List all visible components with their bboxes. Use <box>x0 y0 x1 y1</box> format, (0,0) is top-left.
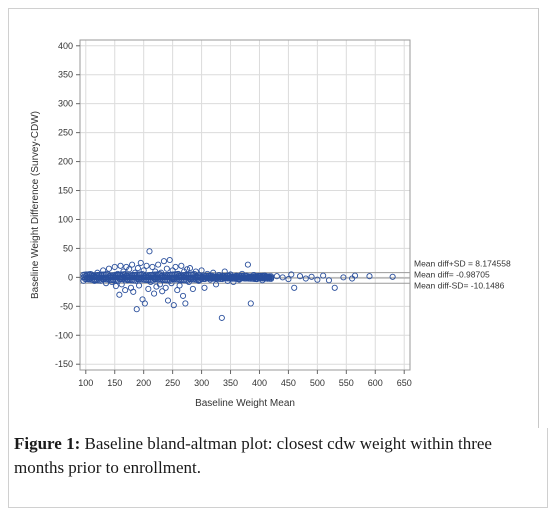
reference-line-label: Mean diff+SD = 8.174558 <box>414 259 511 269</box>
x-tick-label: 150 <box>107 378 122 388</box>
data-point <box>141 300 148 307</box>
data-point <box>182 300 189 307</box>
data-point <box>116 291 123 298</box>
data-point <box>172 263 179 270</box>
y-tick-label: 150 <box>58 186 73 196</box>
data-point <box>291 284 298 291</box>
data-point <box>112 283 119 290</box>
data-point <box>213 281 220 288</box>
data-point <box>134 265 141 272</box>
y-tick-label: 0 <box>68 272 73 282</box>
data-point <box>285 276 292 283</box>
y-tick-label: 350 <box>58 70 73 80</box>
data-point <box>105 265 112 272</box>
x-tick-label: 450 <box>281 378 296 388</box>
y-tick-label: 100 <box>58 214 73 224</box>
data-point <box>201 284 208 291</box>
data-point <box>160 258 167 265</box>
y-tick-label: 400 <box>58 41 73 51</box>
data-point <box>166 256 173 264</box>
data-point <box>279 274 286 281</box>
data-point <box>111 263 118 270</box>
grid-layer <box>80 40 410 370</box>
data-point <box>133 306 140 313</box>
data-point <box>389 273 396 280</box>
data-point <box>268 273 275 280</box>
data-point <box>130 288 137 295</box>
data-point <box>126 266 133 273</box>
data-point <box>117 262 124 269</box>
data-point <box>273 273 280 280</box>
data-point <box>146 248 153 255</box>
data-point <box>176 282 183 289</box>
x-tick-label: 650 <box>397 378 412 388</box>
data-point <box>122 287 129 294</box>
y-tick-label: 300 <box>58 99 73 109</box>
reference-line-label: Mean diff-SD= -10.1486 <box>414 281 505 291</box>
data-point <box>244 261 251 268</box>
data-point <box>159 288 166 295</box>
data-point <box>178 262 185 269</box>
page-edge-strip <box>538 8 551 428</box>
x-tick-label: 200 <box>136 378 151 388</box>
data-point <box>186 265 194 272</box>
x-tick-label: 300 <box>194 378 209 388</box>
data-point <box>189 285 196 292</box>
data-point <box>137 259 144 266</box>
data-point <box>180 292 187 299</box>
data-point <box>143 262 150 269</box>
plot-panel <box>21 23 531 429</box>
data-point <box>218 314 225 321</box>
data-point <box>103 280 110 287</box>
data-point <box>129 261 136 268</box>
bland-altman-chart: 100 150 200 250 300 350 400 450 500 550 600 6504003… <box>30 39 511 409</box>
x-tick-label: 250 <box>165 378 180 388</box>
x-tick-label: 100 <box>78 378 93 388</box>
data-point <box>351 272 359 279</box>
y-tick-label: -100 <box>55 330 73 340</box>
data-point <box>314 276 321 283</box>
data-point <box>163 265 170 272</box>
data-point <box>296 273 304 280</box>
data-point <box>325 277 332 284</box>
axis-layer: 100 150 200 250 300 350 400 450 500 550 600 6504003… <box>55 39 412 388</box>
data-point <box>174 287 181 294</box>
data-point <box>366 273 373 280</box>
x-axis-label: Baseline Weight Mean <box>195 398 295 409</box>
data-point <box>331 284 338 291</box>
data-points <box>80 248 396 321</box>
data-point <box>164 297 172 304</box>
plot-frame <box>79 39 411 371</box>
data-point <box>349 275 356 282</box>
y-tick-label: 50 <box>63 243 73 253</box>
data-point <box>151 290 158 297</box>
x-tick-label: 600 <box>368 378 383 388</box>
data-point <box>247 300 254 307</box>
data-point <box>320 272 327 279</box>
y-tick-label: 200 <box>58 157 73 167</box>
data-point <box>302 275 309 282</box>
y-tick-label: 250 <box>58 128 73 138</box>
data-point <box>145 285 152 292</box>
figure-frame <box>8 8 548 508</box>
reference-line-label: Mean diff= -0.98705 <box>414 270 490 280</box>
caption-label: Figure 1: <box>14 434 81 453</box>
x-tick-label: 400 <box>252 378 267 388</box>
data-point <box>308 273 315 280</box>
data-point <box>288 271 295 278</box>
y-tick-label: -50 <box>60 301 73 311</box>
caption-text: Baseline bland-altman plot: closest cdw … <box>14 434 492 477</box>
data-point <box>155 261 162 268</box>
figure-caption: Figure 1: Baseline bland-altman plot: cl… <box>14 432 542 480</box>
data-point <box>136 282 143 289</box>
x-tick-label: 350 <box>223 378 238 388</box>
y-axis-label: Baseline Weight Difference (Survey-CDW) <box>30 111 41 299</box>
data-point <box>149 263 156 270</box>
x-tick-label: 500 <box>310 378 325 388</box>
data-point <box>162 284 169 291</box>
y-tick-label: -150 <box>55 359 73 369</box>
data-point <box>170 302 177 309</box>
x-tick-label: 550 <box>339 378 354 388</box>
data-point <box>340 274 347 281</box>
